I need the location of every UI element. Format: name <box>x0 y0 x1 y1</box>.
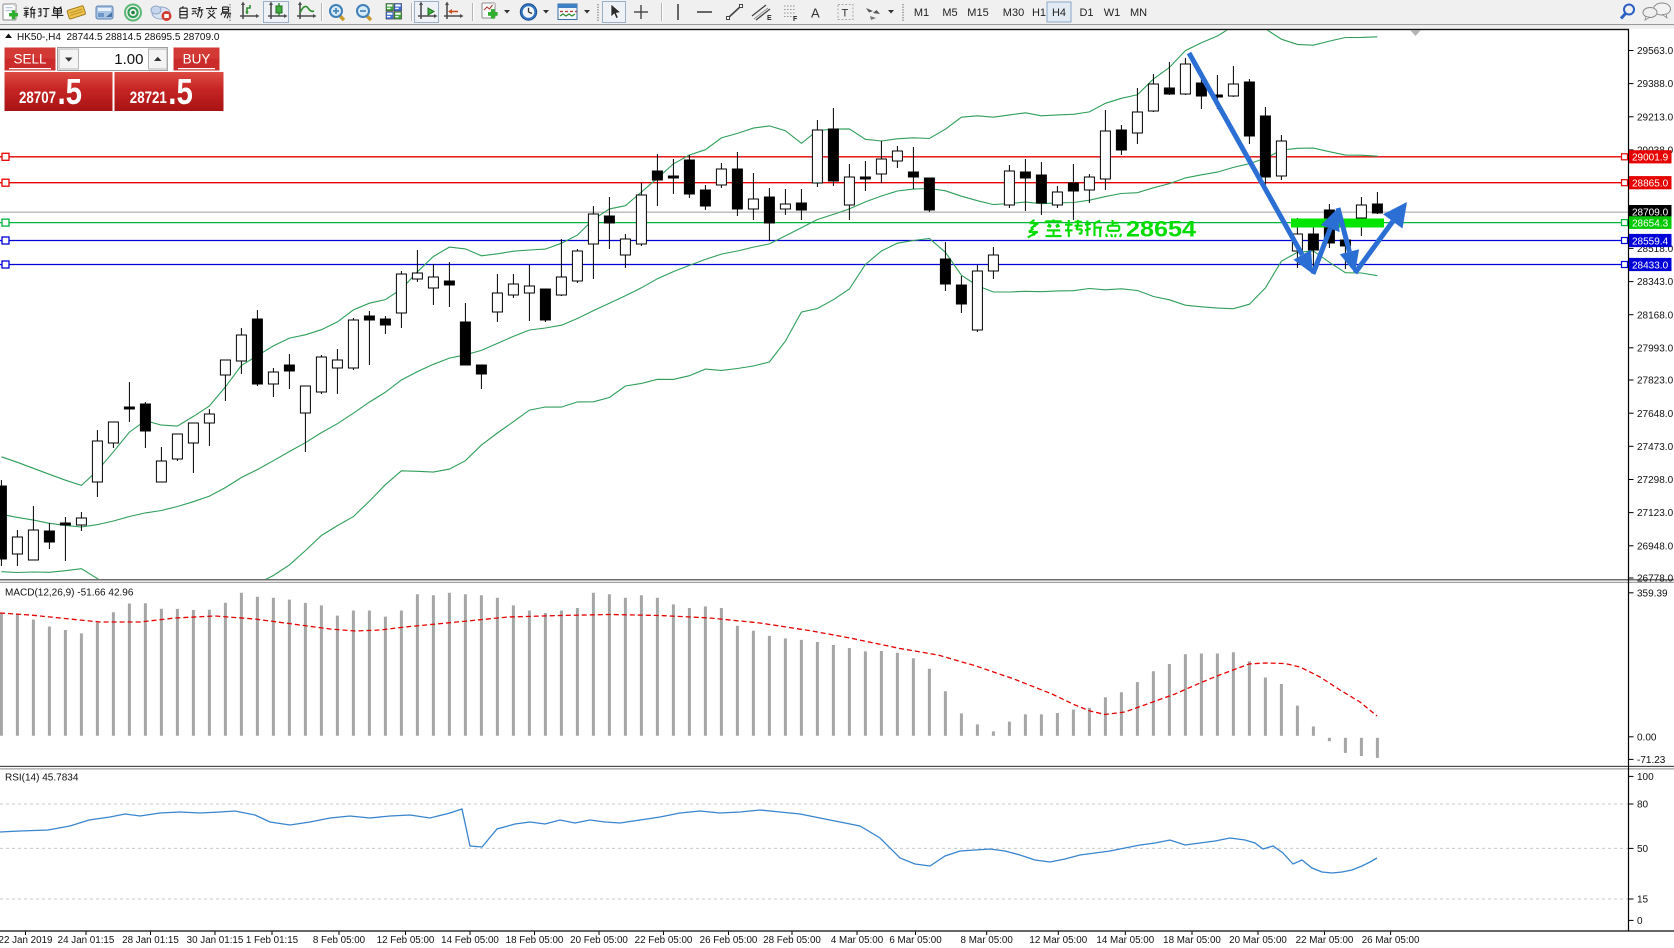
svg-text:24 Jan 01:15: 24 Jan 01:15 <box>58 935 115 946</box>
svg-text:27648.0: 27648.0 <box>1637 409 1674 420</box>
svg-text:1 Feb 01:15: 1 Feb 01:15 <box>246 935 299 946</box>
svg-text:30 Jan 01:15: 30 Jan 01:15 <box>187 935 244 946</box>
svg-text:27473.0: 27473.0 <box>1637 442 1674 453</box>
svg-text:27123.0: 27123.0 <box>1637 508 1674 519</box>
svg-text:6 Mar 05:00: 6 Mar 05:00 <box>889 935 942 946</box>
svg-text:SELL: SELL <box>13 52 47 67</box>
svg-text:28721: 28721 <box>130 88 167 107</box>
svg-text:359.39: 359.39 <box>1637 588 1668 599</box>
svg-text:RSI(14) 45.7834: RSI(14) 45.7834 <box>5 773 79 784</box>
svg-text:29563.0: 29563.0 <box>1637 46 1674 57</box>
svg-text:26 Mar 05:00: 26 Mar 05:00 <box>1362 935 1420 946</box>
svg-text:H1: H1 <box>1032 7 1046 19</box>
svg-text:18 Feb 05:00: 18 Feb 05:00 <box>506 935 564 946</box>
svg-text:100: 100 <box>1637 772 1654 783</box>
svg-text:BUY: BUY <box>183 52 211 67</box>
svg-text:26778.0: 26778.0 <box>1637 574 1674 585</box>
svg-text:28654: 28654 <box>1126 217 1197 242</box>
svg-text:28343.0: 28343.0 <box>1637 277 1674 288</box>
svg-text:0.00: 0.00 <box>1637 732 1657 743</box>
svg-text:A: A <box>811 6 820 21</box>
svg-text:M1: M1 <box>914 7 929 19</box>
svg-text:28654.3: 28654.3 <box>1632 218 1669 229</box>
svg-text:H4: H4 <box>1052 7 1066 19</box>
svg-text:28168.0: 28168.0 <box>1637 310 1674 321</box>
svg-text:18 Mar 05:00: 18 Mar 05:00 <box>1163 935 1221 946</box>
svg-text:12 Feb 05:00: 12 Feb 05:00 <box>377 935 435 946</box>
svg-text:F: F <box>793 16 798 23</box>
svg-text:28707: 28707 <box>19 88 56 107</box>
svg-text:27823.0: 27823.0 <box>1637 376 1674 387</box>
svg-text:M5: M5 <box>942 7 957 19</box>
svg-text:27298.0: 27298.0 <box>1637 475 1674 486</box>
svg-text:27993.0: 27993.0 <box>1637 343 1674 354</box>
svg-text:28 Jan 01:15: 28 Jan 01:15 <box>122 935 179 946</box>
svg-text:8 Mar 05:00: 8 Mar 05:00 <box>961 935 1014 946</box>
svg-text:15: 15 <box>1637 895 1649 906</box>
svg-text:4 Mar 05:00: 4 Mar 05:00 <box>831 935 884 946</box>
svg-text:W1: W1 <box>1104 7 1121 19</box>
svg-text:29001.9: 29001.9 <box>1632 153 1669 164</box>
svg-text:D1: D1 <box>1079 7 1093 19</box>
svg-text:50: 50 <box>1637 844 1649 855</box>
svg-text:28433.0: 28433.0 <box>1632 260 1669 271</box>
svg-text:.5: .5 <box>168 71 193 112</box>
svg-text:28518.0: 28518.0 <box>1637 244 1674 255</box>
svg-text:12 Mar 05:00: 12 Mar 05:00 <box>1029 935 1087 946</box>
svg-text:20 Mar 05:00: 20 Mar 05:00 <box>1229 935 1287 946</box>
svg-text:29388.0: 29388.0 <box>1637 79 1674 90</box>
svg-text:M30: M30 <box>1003 7 1024 19</box>
svg-text:28709.0: 28709.0 <box>1632 207 1669 218</box>
svg-text:1.00: 1.00 <box>114 51 143 68</box>
svg-text:22 Feb 05:00: 22 Feb 05:00 <box>635 935 693 946</box>
svg-text:0: 0 <box>1637 916 1643 927</box>
svg-text:HK50-,H4 28744.5 28814.5 2869: HK50-,H4 28744.5 28814.5 28695.5 28709.0 <box>17 32 220 43</box>
svg-text:28559.4: 28559.4 <box>1632 236 1669 247</box>
svg-text:28865.0: 28865.0 <box>1632 179 1669 190</box>
svg-text:20 Feb 05:00: 20 Feb 05:00 <box>570 935 628 946</box>
svg-text:28 Feb 05:00: 28 Feb 05:00 <box>763 935 821 946</box>
svg-text:T: T <box>842 8 849 20</box>
svg-text:8 Feb 05:00: 8 Feb 05:00 <box>313 935 366 946</box>
svg-text:22 Jan 2019: 22 Jan 2019 <box>0 935 52 946</box>
svg-text:E: E <box>767 15 772 22</box>
svg-text:.5: .5 <box>58 71 83 112</box>
svg-text:M15: M15 <box>967 7 988 19</box>
svg-text:26948.0: 26948.0 <box>1637 541 1674 552</box>
svg-text:80: 80 <box>1637 800 1649 811</box>
svg-text:22 Mar 05:00: 22 Mar 05:00 <box>1296 935 1354 946</box>
svg-text:14 Feb 05:00: 14 Feb 05:00 <box>441 935 499 946</box>
svg-text:26 Feb 05:00: 26 Feb 05:00 <box>700 935 758 946</box>
svg-text:29213.0: 29213.0 <box>1637 112 1674 123</box>
svg-text:-71.23: -71.23 <box>1637 755 1666 766</box>
svg-text:MN: MN <box>1130 7 1147 19</box>
svg-text:14 Mar 05:00: 14 Mar 05:00 <box>1096 935 1154 946</box>
svg-text:MACD(12,26,9) -51.66 42.96: MACD(12,26,9) -51.66 42.96 <box>5 588 134 599</box>
